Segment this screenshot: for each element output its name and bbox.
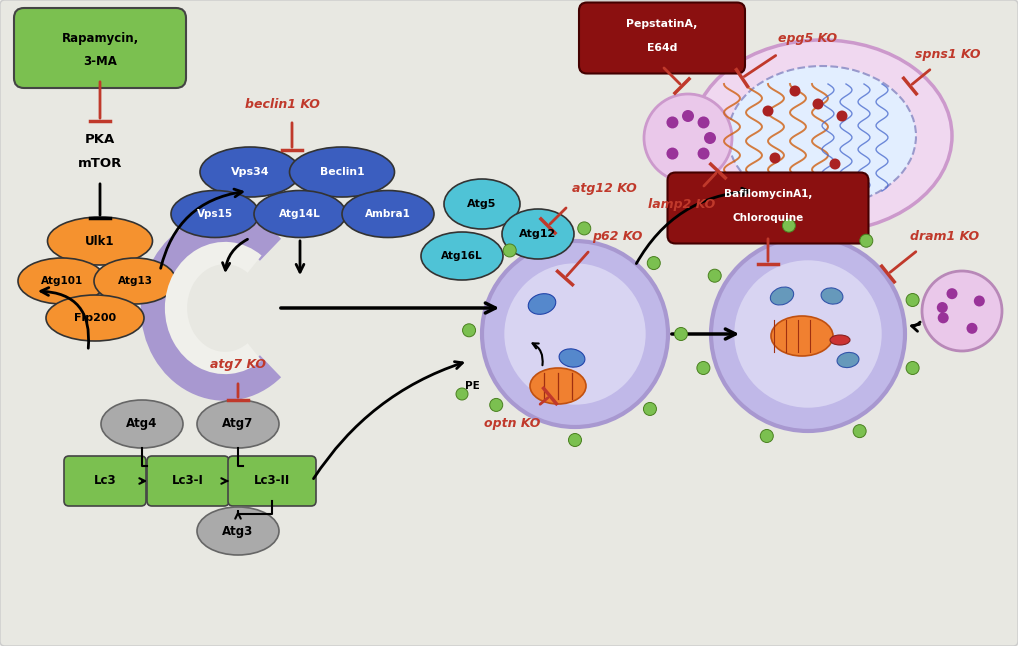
Circle shape <box>947 288 958 299</box>
Ellipse shape <box>444 179 520 229</box>
Circle shape <box>697 147 710 160</box>
Text: Lc3-II: Lc3-II <box>253 475 290 488</box>
Text: Atg13: Atg13 <box>117 276 153 286</box>
Text: Atg14L: Atg14L <box>279 209 321 219</box>
Text: Atg3: Atg3 <box>222 525 253 537</box>
Text: atg12 KO: atg12 KO <box>572 182 636 194</box>
Ellipse shape <box>197 507 279 555</box>
Text: Atg5: Atg5 <box>467 199 497 209</box>
FancyBboxPatch shape <box>14 8 186 88</box>
Circle shape <box>697 362 710 375</box>
Ellipse shape <box>822 288 843 304</box>
Text: spns1 KO: spns1 KO <box>915 48 980 61</box>
Circle shape <box>783 219 795 232</box>
Text: Fip200: Fip200 <box>74 313 116 323</box>
Ellipse shape <box>728 66 916 206</box>
FancyBboxPatch shape <box>579 3 745 74</box>
Ellipse shape <box>502 209 574 259</box>
Circle shape <box>644 94 732 182</box>
Text: Atg7: Atg7 <box>222 417 253 430</box>
FancyBboxPatch shape <box>668 172 868 244</box>
Text: Lc3-I: Lc3-I <box>172 475 204 488</box>
Circle shape <box>906 362 919 375</box>
Text: E64d: E64d <box>646 43 677 53</box>
Text: BafilomycinA1,: BafilomycinA1, <box>724 189 812 199</box>
Circle shape <box>682 110 694 122</box>
Circle shape <box>456 388 468 400</box>
Ellipse shape <box>18 258 106 304</box>
Circle shape <box>853 424 866 437</box>
Circle shape <box>643 402 657 415</box>
Circle shape <box>675 328 687 340</box>
Ellipse shape <box>692 40 952 232</box>
Circle shape <box>504 264 645 404</box>
Text: mTOR: mTOR <box>77 156 122 169</box>
Ellipse shape <box>837 353 859 368</box>
Text: Beclin1: Beclin1 <box>320 167 364 177</box>
Text: Atg4: Atg4 <box>126 417 158 430</box>
Circle shape <box>922 271 1002 351</box>
Text: Atg16L: Atg16L <box>441 251 483 261</box>
Text: Rapamycin,: Rapamycin, <box>61 32 138 45</box>
Circle shape <box>762 105 774 116</box>
Circle shape <box>704 132 716 144</box>
Text: Atg12: Atg12 <box>519 229 557 239</box>
Circle shape <box>734 260 882 408</box>
Ellipse shape <box>771 287 794 305</box>
FancyBboxPatch shape <box>147 456 229 506</box>
Ellipse shape <box>530 368 586 404</box>
Text: PKA: PKA <box>84 132 115 145</box>
Text: p62 KO: p62 KO <box>592 229 642 242</box>
Circle shape <box>830 158 841 169</box>
Ellipse shape <box>559 349 585 367</box>
Ellipse shape <box>200 147 300 197</box>
Circle shape <box>837 110 848 121</box>
Ellipse shape <box>254 191 346 238</box>
Text: PE: PE <box>464 381 479 391</box>
Circle shape <box>568 433 581 446</box>
Text: Ambra1: Ambra1 <box>365 209 411 219</box>
Ellipse shape <box>289 147 395 197</box>
Circle shape <box>938 312 949 324</box>
Text: optn KO: optn KO <box>484 417 541 430</box>
Circle shape <box>482 241 668 427</box>
Circle shape <box>937 302 948 313</box>
Ellipse shape <box>830 335 850 345</box>
Ellipse shape <box>94 258 176 304</box>
Circle shape <box>647 256 661 269</box>
Text: Ulk1: Ulk1 <box>86 234 115 247</box>
Circle shape <box>462 324 475 337</box>
Ellipse shape <box>342 191 434 238</box>
Ellipse shape <box>771 316 833 356</box>
Circle shape <box>578 222 590 235</box>
Ellipse shape <box>171 191 259 238</box>
Ellipse shape <box>48 217 153 265</box>
Circle shape <box>860 234 872 247</box>
Text: atg7 KO: atg7 KO <box>210 357 266 371</box>
Circle shape <box>966 323 977 334</box>
Circle shape <box>906 293 919 306</box>
Text: lamp2 KO: lamp2 KO <box>648 198 716 211</box>
Text: Vps34: Vps34 <box>231 167 270 177</box>
Circle shape <box>503 244 516 257</box>
Circle shape <box>770 152 781 163</box>
Circle shape <box>711 237 905 431</box>
Ellipse shape <box>101 400 183 448</box>
Circle shape <box>760 430 774 443</box>
Circle shape <box>667 147 678 160</box>
Text: PepstatinA,: PepstatinA, <box>626 19 697 29</box>
Text: Lc3: Lc3 <box>94 475 116 488</box>
Ellipse shape <box>46 295 144 341</box>
Circle shape <box>697 116 710 129</box>
FancyBboxPatch shape <box>64 456 146 506</box>
Text: beclin1 KO: beclin1 KO <box>244 98 320 110</box>
FancyBboxPatch shape <box>228 456 316 506</box>
Circle shape <box>790 85 800 96</box>
Circle shape <box>974 295 984 306</box>
Ellipse shape <box>528 294 556 315</box>
Text: epg5 KO: epg5 KO <box>779 32 838 45</box>
Circle shape <box>812 98 824 110</box>
Ellipse shape <box>421 232 503 280</box>
Text: Chloroquine: Chloroquine <box>732 213 803 223</box>
